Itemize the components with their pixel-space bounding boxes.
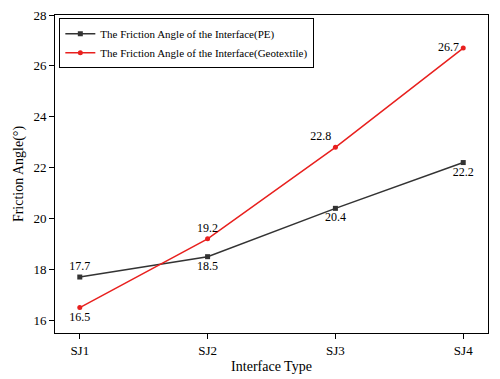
svg-text:19.2: 19.2: [197, 221, 218, 235]
svg-text:SJ3: SJ3: [326, 343, 345, 358]
svg-text:28: 28: [33, 8, 46, 23]
svg-text:The Friction Angle of the Inte: The Friction Angle of the Interface(PE): [100, 28, 274, 41]
svg-text:20.4: 20.4: [325, 210, 346, 224]
svg-text:18.5: 18.5: [197, 259, 218, 273]
svg-text:26.7: 26.7: [438, 40, 459, 54]
svg-text:26: 26: [33, 58, 47, 73]
svg-text:The Friction Angle of the Inte: The Friction Angle of the Interface(Geot…: [100, 47, 307, 60]
svg-text:18: 18: [33, 262, 46, 277]
svg-text:22: 22: [33, 160, 46, 175]
svg-text:SJ4: SJ4: [454, 343, 473, 358]
svg-text:16: 16: [33, 313, 47, 328]
svg-text:Friction Angle(°): Friction Angle(°): [11, 126, 27, 223]
svg-text:22.2: 22.2: [453, 165, 474, 179]
svg-text:24: 24: [33, 109, 47, 124]
svg-text:22.8: 22.8: [310, 129, 331, 143]
svg-text:17.7: 17.7: [69, 259, 90, 273]
svg-text:SJ2: SJ2: [198, 343, 217, 358]
svg-text:Interface Type: Interface Type: [231, 359, 312, 374]
svg-text:16.5: 16.5: [69, 310, 90, 324]
svg-text:20: 20: [33, 211, 46, 226]
svg-text:SJ1: SJ1: [70, 343, 89, 358]
